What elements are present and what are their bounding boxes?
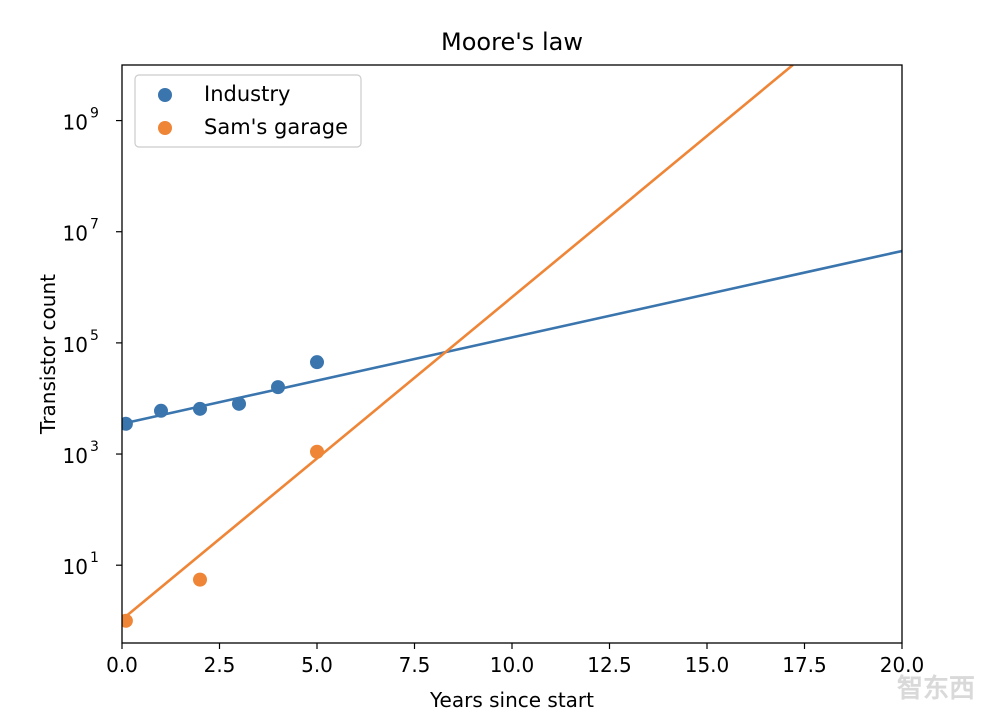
x-tick-label: 5.0 [301, 653, 333, 677]
x-tick-label: 0.0 [106, 653, 138, 677]
data-point-industry [193, 401, 207, 416]
data-point-sam-s-garage [193, 572, 207, 587]
fit-line-sam-s-garage [125, 65, 794, 618]
x-tick-label: 10.0 [490, 653, 535, 677]
x-tick-label: 17.5 [782, 653, 827, 677]
y-tick-exponent: 5 [90, 328, 99, 344]
chart-title: Moore's law [441, 28, 583, 56]
legend-marker-industry [158, 88, 172, 102]
x-axis: 0.0 2.5 5.0 7.5 10.0 12.5 15.0 17.5 20.0 [106, 643, 924, 677]
plot-frame [121, 64, 903, 644]
data-point-sam-s-garage [122, 613, 133, 628]
data-point-industry [232, 396, 246, 411]
y-tick-exponent: 3 [90, 439, 99, 455]
legend: Industry Sam's garage [134, 74, 362, 148]
y-tick-exponent: 9 [90, 106, 99, 122]
legend-box [134, 74, 362, 148]
x-tick-label: 15.0 [685, 653, 730, 677]
x-tick-label: 7.5 [399, 653, 431, 677]
data-point-sam-s-garage [310, 444, 324, 459]
y-tick-label: 10 [63, 555, 88, 579]
data-point-industry [154, 403, 168, 418]
data-point-industry [122, 416, 133, 431]
legend-marker-sams-garage [158, 121, 172, 135]
legend-label-sams-garage: Sam's garage [204, 115, 348, 139]
y-tick-label: 10 [63, 444, 88, 468]
x-tick-label: 2.5 [204, 653, 236, 677]
y-axis-label: Transistor count [36, 274, 60, 435]
data-point-industry [271, 380, 285, 395]
y-tick-exponent: 7 [90, 217, 99, 233]
y-tick-exponent: 1 [90, 550, 99, 566]
y-tick-label: 10 [63, 111, 88, 135]
watermark: 智东西 [897, 673, 975, 704]
legend-label-industry: Industry [204, 82, 290, 106]
data-point-industry [310, 355, 324, 370]
x-axis-label: Years since start [429, 688, 594, 712]
x-tick-label: 12.5 [587, 653, 632, 677]
y-tick-label: 10 [63, 222, 88, 246]
x-tick-label: 20.0 [880, 653, 925, 677]
y-tick-label: 10 [63, 333, 88, 357]
fit-line-industry [122, 249, 902, 426]
